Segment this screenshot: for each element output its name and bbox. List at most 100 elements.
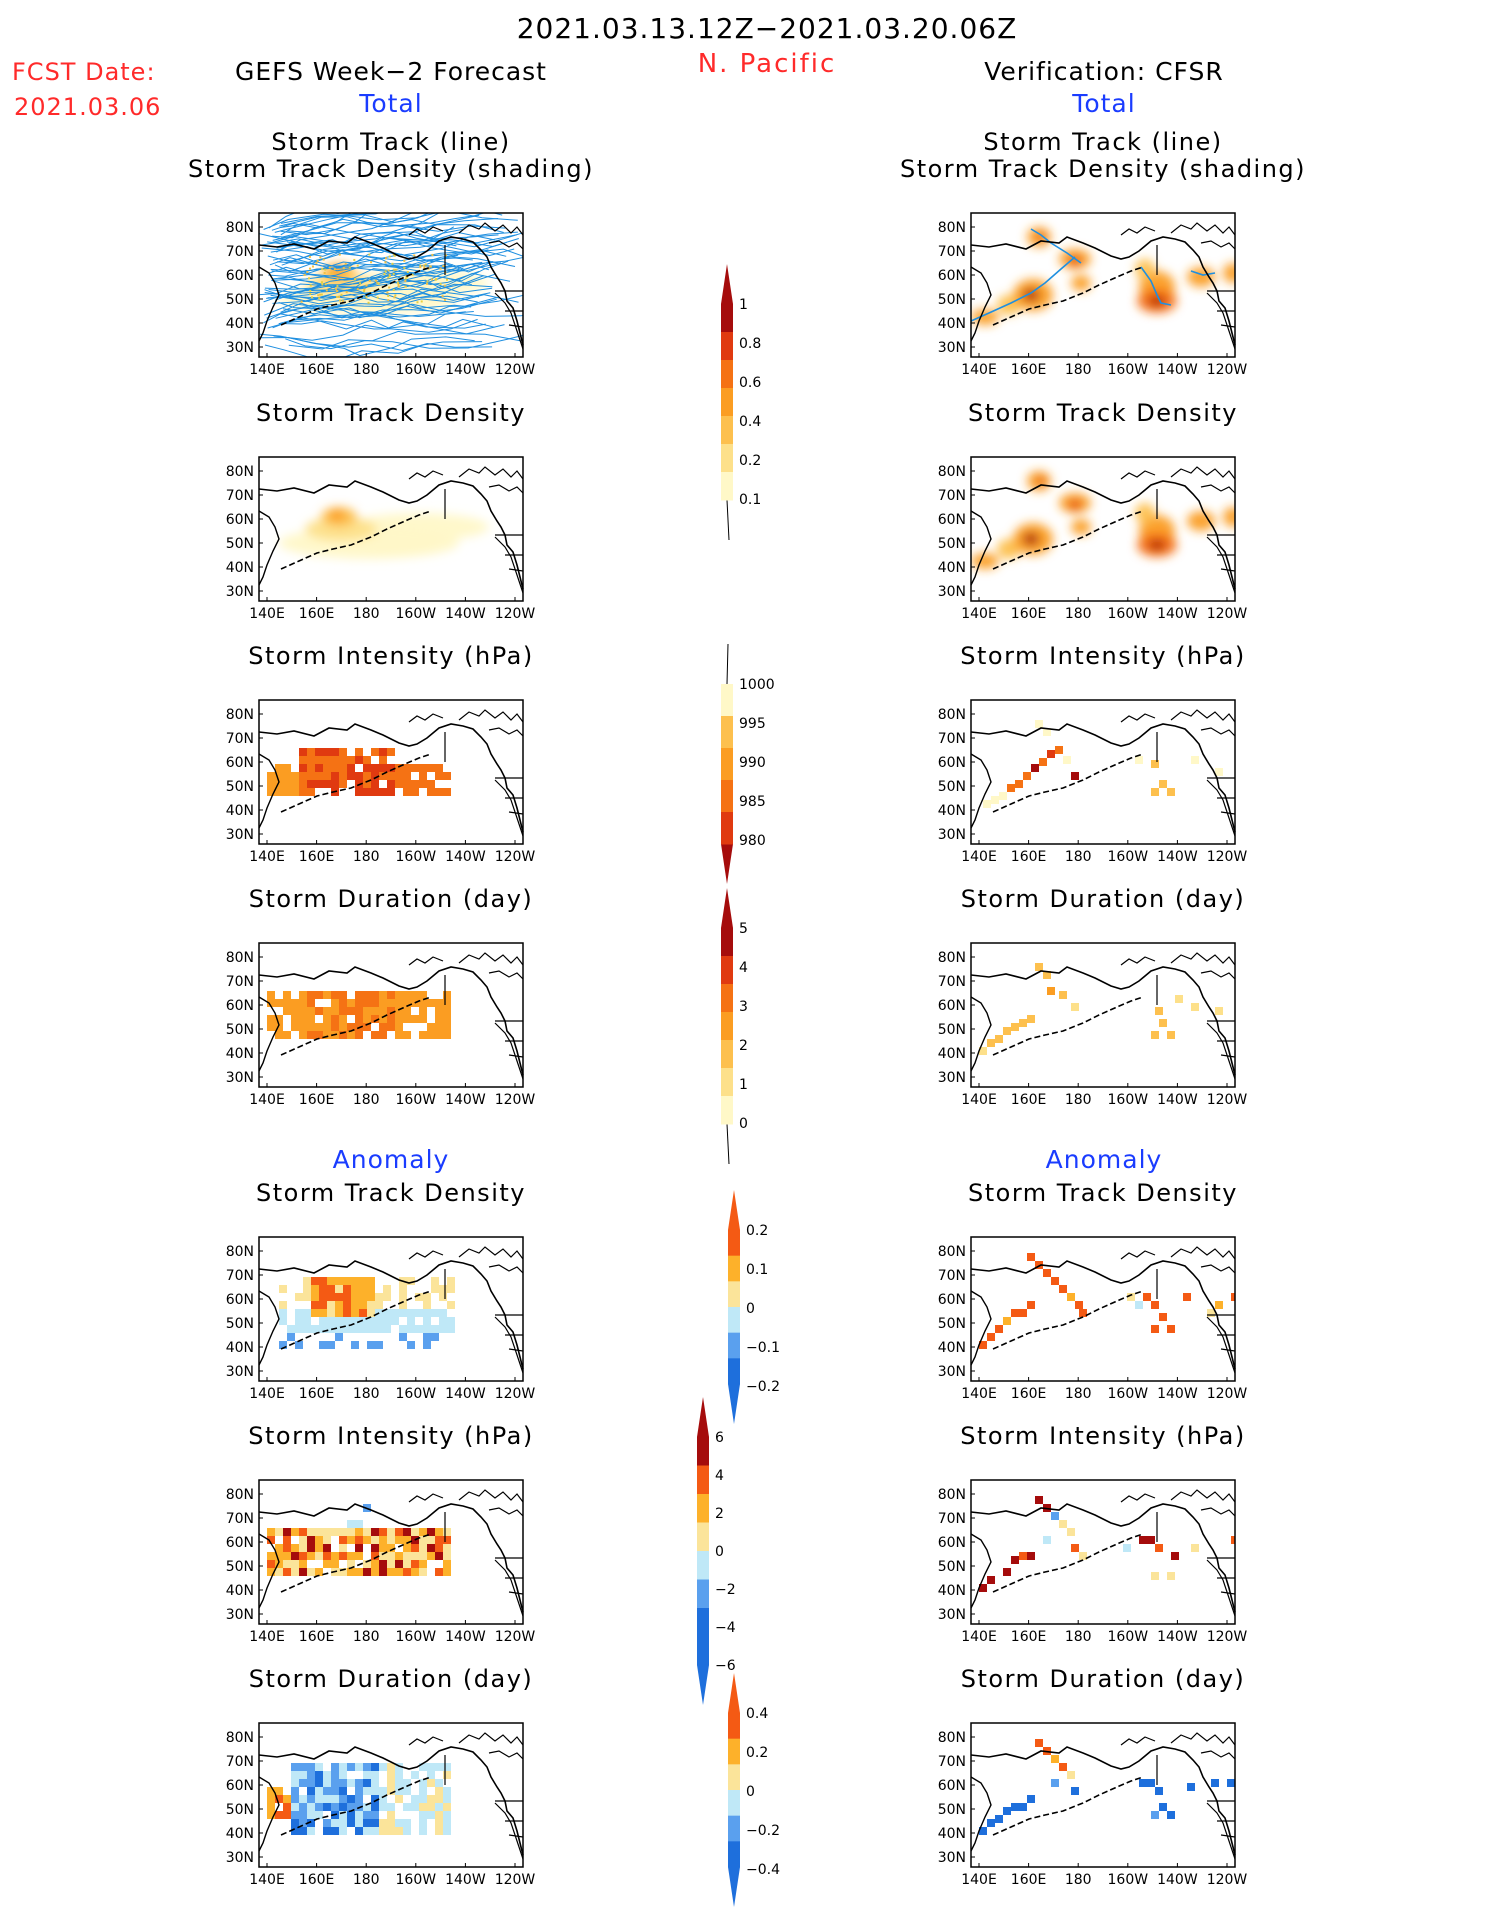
grid-cell	[367, 1317, 375, 1325]
coastline	[970, 1503, 1236, 1613]
lat-tick-label: 80N	[226, 1244, 254, 1260]
lat-tick-label: 50N	[938, 1559, 966, 1575]
lat-tick-label: 50N	[226, 292, 254, 308]
grid-cell	[435, 1787, 443, 1795]
density-speck	[419, 266, 422, 269]
grid-cell	[267, 1552, 275, 1560]
grid-cell	[443, 1819, 451, 1827]
grid-cell	[267, 999, 275, 1007]
grid-cell	[275, 764, 283, 772]
grid-cell	[359, 1285, 367, 1293]
grid-cell	[443, 1544, 451, 1552]
forecast-column-title: GEFS Week−2 Forecast	[235, 57, 547, 86]
scale-label: 985	[739, 794, 766, 810]
grid-cell	[303, 1309, 311, 1317]
lon-tick-label: 180	[353, 1872, 380, 1888]
grid-cell	[363, 756, 371, 764]
scale-label: 0.4	[739, 414, 761, 430]
density-blob	[1023, 289, 1039, 301]
coastline	[258, 996, 280, 1072]
grid-cell	[335, 1325, 343, 1333]
grid-cell	[419, 1536, 427, 1544]
grid-cell	[347, 1528, 355, 1536]
grid-cell	[295, 1293, 303, 1301]
aleutian-islands	[280, 1776, 432, 1836]
lat-tick-label: 70N	[938, 488, 966, 504]
density-speck	[404, 277, 407, 280]
storm-track-line	[272, 213, 352, 239]
lon-tick-label: 140E	[961, 362, 997, 378]
scale-segment	[721, 748, 733, 781]
grid-cell	[335, 1333, 343, 1341]
grid-cell	[355, 1763, 363, 1771]
border-line	[1156, 245, 1235, 292]
scale-segment	[697, 1608, 709, 1637]
grid-cell	[423, 1301, 431, 1309]
grid-cell	[419, 1528, 427, 1536]
grid-cell	[331, 1771, 339, 1779]
grid-cell	[343, 1285, 351, 1293]
grid-cell	[443, 1803, 451, 1811]
grid-cell	[267, 1528, 275, 1536]
panel-title: Storm Duration (day)	[961, 1665, 1246, 1693]
grid-cell	[403, 788, 411, 796]
grid-cell	[403, 1552, 411, 1560]
lon-tick-label: 120W	[495, 362, 536, 378]
grid-cell	[427, 1544, 435, 1552]
storm-track-line	[271, 283, 493, 297]
coastline	[970, 1776, 992, 1852]
lon-tick-label: 180	[1065, 1872, 1092, 1888]
grid-cell	[411, 788, 419, 796]
lon-tick-label: 140W	[445, 362, 486, 378]
grid-cell	[299, 1779, 307, 1787]
grid-cell	[379, 1560, 387, 1568]
density-speck	[416, 301, 419, 304]
density-speck	[310, 296, 313, 299]
lat-tick-label: 50N	[938, 779, 966, 795]
grid-cell	[1059, 1285, 1067, 1293]
grid-cell	[279, 1285, 287, 1293]
grid-cell	[267, 991, 275, 999]
lon-tick-label: 120W	[495, 849, 536, 865]
grid-cell	[311, 1325, 319, 1333]
lon-tick-label: 140E	[249, 1872, 285, 1888]
grid-cell	[299, 1568, 307, 1576]
lat-tick-label: 70N	[938, 1268, 966, 1284]
grid-cell	[407, 1317, 415, 1325]
storm-track-line	[273, 321, 486, 341]
grid-cell	[1135, 756, 1143, 764]
scale-segment	[728, 1790, 740, 1817]
coastline	[970, 236, 1236, 346]
lon-tick-label: 160E	[1011, 606, 1047, 622]
grid-cell	[331, 1560, 339, 1568]
grid-cell	[311, 1309, 319, 1317]
grid-cell	[299, 1827, 307, 1835]
grid-cell	[395, 764, 403, 772]
grid-cell	[395, 1827, 403, 1835]
grid-cell	[419, 999, 427, 1007]
grid-cell	[275, 772, 283, 780]
grid-cell	[419, 1819, 427, 1827]
map-frame	[970, 1236, 1236, 1382]
grid-cell	[355, 1552, 363, 1560]
coastline	[970, 1260, 1236, 1370]
grid-cell	[435, 1015, 443, 1023]
scale-segment	[721, 716, 733, 749]
grid-cell	[291, 780, 299, 788]
grid-cell	[1071, 1544, 1079, 1552]
grid-cell	[1047, 750, 1055, 758]
coastline	[258, 1290, 280, 1366]
grid-cell	[1023, 772, 1031, 780]
lat-tick-label: 30N	[226, 827, 254, 843]
map-panel: 140E 160E 180 160W 140W 120W 80N 70N 60N 50N 40N 30…	[226, 1722, 535, 1888]
grid-cell	[1079, 1552, 1087, 1560]
storm-track-line	[271, 257, 523, 281]
density-speck	[391, 262, 394, 265]
grid-cell	[439, 1317, 447, 1325]
lat-tick-label: 30N	[938, 1070, 966, 1086]
density-blob	[1135, 503, 1155, 523]
map-frame	[258, 456, 524, 602]
map-panel: 140E 160E 180 160W 140W 120W 80N 70N 60N 50N 40N 30…	[938, 1722, 1247, 1888]
map-panel: 140E 160E 180 160W 140W 120W 80N 70N 60N 50N 40N 30…	[226, 212, 536, 378]
grid-cell	[379, 999, 387, 1007]
